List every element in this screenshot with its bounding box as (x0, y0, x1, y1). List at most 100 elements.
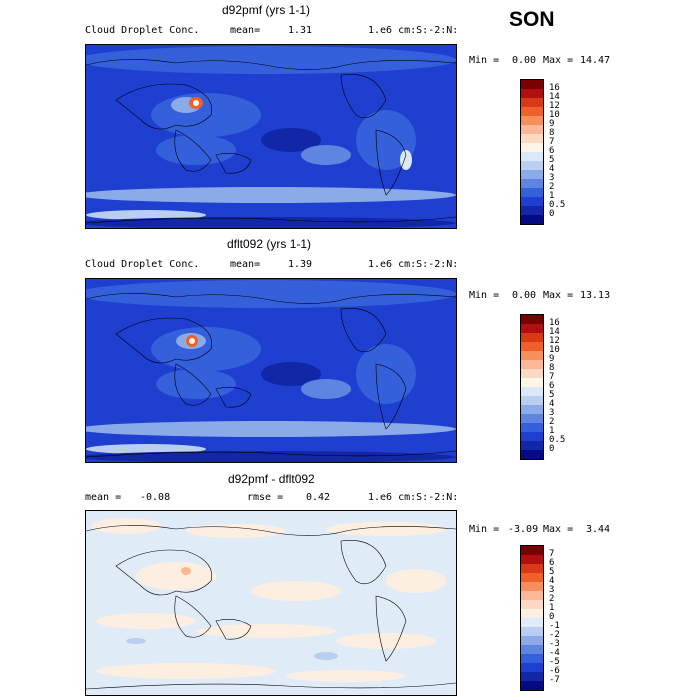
colorbar-tick-label: 2 (549, 417, 555, 427)
panel1-max-value: 14.47 (580, 55, 611, 66)
colorbar-tick-label: -5 (549, 657, 560, 667)
panel1-mean-value: 1.31 (288, 25, 313, 36)
colorbar-segment (521, 546, 543, 555)
colorbar-tick-label: -2 (549, 630, 560, 640)
panel3-rmse-label: rmse = (247, 492, 284, 503)
panel1-min-label: Min = (469, 55, 500, 66)
panel3-map-svg (86, 511, 456, 695)
panel3-mean-value: -0.08 (140, 492, 171, 503)
colorbar-segment (521, 636, 543, 645)
panel3-mean-label: mean = (85, 492, 122, 503)
colorbar-tick-label: -4 (549, 648, 560, 658)
colorbar-segment (521, 627, 543, 636)
colorbar-tick-label: 3 (549, 408, 555, 418)
colorbar-segment (521, 681, 543, 690)
panel2-min-value: 0.00 (512, 290, 537, 301)
colorbar-segment (521, 143, 543, 152)
colorbar-segment (521, 197, 543, 206)
colorbar-segment (521, 450, 543, 459)
colorbar-tick-label: 10 (549, 345, 560, 355)
colorbar-segment (521, 654, 543, 663)
colorbar-segment (521, 441, 543, 450)
colorbar-box (520, 314, 544, 460)
colorbar-tick-label: 7 (549, 549, 555, 559)
colorbar-tick-label: 14 (549, 327, 560, 337)
colorbar-tick-label: -3 (549, 639, 560, 649)
colorbar-segment (521, 405, 543, 414)
colorbar-segment (521, 98, 543, 107)
panel2-variable-label: Cloud Droplet Conc. (85, 259, 200, 270)
colorbar-tick-label: 12 (549, 101, 560, 111)
panel3-map (85, 510, 457, 696)
colorbar-box (520, 545, 544, 691)
colorbar-tick-label: 3 (549, 173, 555, 183)
colorbar-segment (521, 206, 543, 215)
colorbar-segment (521, 107, 543, 116)
colorbar-tick-label: 6 (549, 146, 555, 156)
colorbar-segment (521, 645, 543, 654)
colorbar-segment (521, 591, 543, 600)
panel1-title: d92pmf (yrs 1-1) (222, 3, 311, 17)
panel2-max-value: 13.13 (580, 290, 611, 301)
colorbar-segment (521, 125, 543, 134)
colorbar-segment (521, 378, 543, 387)
colorbar-segment (521, 80, 543, 89)
panel2-units: 1.e6 cm:S:-2:N: (368, 259, 459, 270)
colorbar-segment (521, 360, 543, 369)
colorbar-segment (521, 609, 543, 618)
colorbar-segment (521, 351, 543, 360)
colorbar-segment (521, 152, 543, 161)
colorbar-tick-label: 7 (549, 372, 555, 382)
colorbar-tick-label: 14 (549, 92, 560, 102)
colorbar-segment (521, 387, 543, 396)
colorbar-tick-label: 4 (549, 399, 555, 409)
colorbar-segment (521, 188, 543, 197)
colorbar-tick-label: 0.5 (549, 200, 566, 210)
colorbar-tick-label: 5 (549, 390, 555, 400)
colorbar-tick-label: 1 (549, 426, 555, 436)
panel2-map (85, 278, 457, 463)
colorbar-tick-label: 1 (549, 603, 555, 613)
panel3-max-value: 3.44 (586, 524, 611, 535)
panel1-units: 1.e6 cm:S:-2:N: (368, 25, 459, 36)
colorbar-tick-label: -6 (549, 666, 560, 676)
colorbar-segment (521, 170, 543, 179)
colorbar-tick-label: -1 (549, 621, 560, 631)
colorbar-segment (521, 582, 543, 591)
colorbar-tick-label: 10 (549, 110, 560, 120)
colorbar-segment (521, 116, 543, 125)
panel2-max-label: Max = (543, 290, 574, 301)
colorbar-tick-label: -7 (549, 675, 560, 685)
colorbar-segment (521, 179, 543, 188)
colorbar-tick-label: 4 (549, 576, 555, 586)
colorbar-tick-label: 4 (549, 164, 555, 174)
panel1-mean-label: mean= (230, 25, 261, 36)
panel1-variable-label: Cloud Droplet Conc. (85, 25, 200, 36)
colorbar-segment (521, 663, 543, 672)
colorbar-tick-label: 16 (549, 318, 560, 328)
colorbar-segment (521, 564, 543, 573)
panel3-max-label: Max = (543, 524, 574, 535)
panel3-min-value: -3.09 (508, 524, 539, 535)
colorbar-tick-label: 6 (549, 381, 555, 391)
colorbar-segment (521, 555, 543, 564)
panel2-mean-value: 1.39 (288, 259, 313, 270)
colorbar-segment (521, 134, 543, 143)
colorbar-tick-label: 3 (549, 585, 555, 595)
colorbar-tick-label: 16 (549, 83, 560, 93)
colorbar-tick-label: 0 (549, 209, 555, 219)
colorbar-tick-label: 5 (549, 155, 555, 165)
colorbar-tick-label: 7 (549, 137, 555, 147)
colorbar-tick-label: 5 (549, 567, 555, 577)
colorbar-tick-label: 6 (549, 558, 555, 568)
colorbar-segment (521, 414, 543, 423)
colorbar-segment (521, 573, 543, 582)
panel3-rmse-value: 0.42 (306, 492, 331, 503)
colorbar-segment (521, 89, 543, 98)
panel2-min-label: Min = (469, 290, 500, 301)
colorbar-tick-label: 2 (549, 182, 555, 192)
colorbar-tick-label: 2 (549, 594, 555, 604)
colorbar-segment (521, 600, 543, 609)
colorbar-segment (521, 396, 543, 405)
colorbar-segment (521, 342, 543, 351)
